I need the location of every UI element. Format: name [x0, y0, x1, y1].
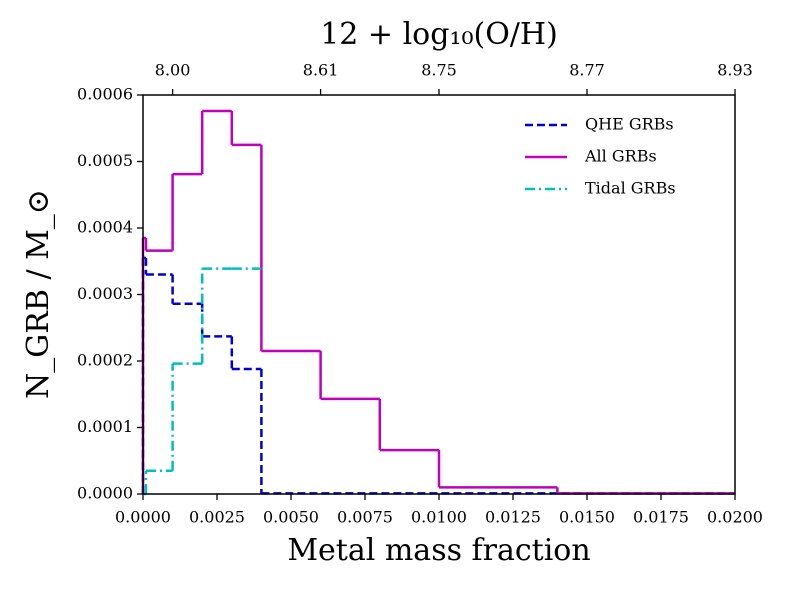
x-tick-label: 0.0050: [263, 508, 319, 527]
x-tick-label: 0.0000: [115, 508, 171, 527]
y-tick-label: 0.0004: [77, 218, 133, 237]
x2-tick-label: 8.00: [155, 61, 191, 80]
x-tick-label: 0.0125: [485, 508, 541, 527]
legend-label: QHE GRBs: [585, 115, 674, 134]
series: [141, 109, 735, 495]
y-tick-label: 0.0003: [77, 284, 133, 303]
x-tick-label: 0.0100: [411, 508, 467, 527]
y-tick-label: 0.0002: [77, 351, 133, 370]
x2-tick-label: 8.75: [421, 61, 457, 80]
legend-label: Tidal GRBs: [585, 179, 676, 198]
x2-tick-label: 8.61: [303, 61, 339, 80]
y-tick-label: 0.0006: [77, 85, 133, 104]
y-tick-label: 0.0005: [77, 151, 133, 170]
plot-frame: [142, 94, 736, 495]
y-tick-label: 0.0001: [77, 417, 133, 436]
y-axis-label: N_GRB / M_⊙: [21, 189, 56, 399]
chart-title: 12 + log₁₀(O/H): [320, 17, 558, 52]
x-tick-label: 0.0075: [337, 508, 393, 527]
x-tick-label: 0.0150: [559, 508, 615, 527]
legend-label: All GRBs: [584, 147, 657, 166]
x2-tick-label: 8.93: [717, 61, 753, 80]
x-axis-label: Metal mass fraction: [287, 533, 590, 568]
y-tick-label: 0.0000: [77, 484, 133, 503]
x-tick-label: 0.0025: [189, 508, 245, 527]
x2-tick-label: 8.77: [569, 61, 605, 80]
x-tick-label: 0.0175: [633, 508, 689, 527]
x-tick-label: 0.0200: [707, 508, 763, 527]
series: [143, 267, 262, 496]
